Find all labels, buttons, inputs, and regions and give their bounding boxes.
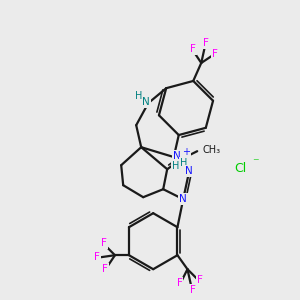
Text: ⁻: ⁻ [252, 157, 258, 169]
Text: F: F [176, 278, 182, 288]
Text: H: H [134, 91, 142, 101]
Text: F: F [102, 264, 108, 274]
Text: Cl: Cl [234, 161, 246, 175]
Text: +: + [182, 147, 190, 157]
Text: F: F [212, 49, 218, 59]
Text: F: F [203, 38, 209, 48]
Text: N: N [185, 166, 193, 176]
Text: F: F [190, 44, 196, 54]
Text: CH₃: CH₃ [202, 145, 220, 155]
Text: N: N [142, 97, 150, 107]
Text: F: F [196, 275, 202, 285]
Text: F: F [101, 238, 107, 248]
Text: N: N [179, 194, 187, 204]
Text: F: F [94, 252, 100, 262]
Text: H: H [180, 158, 188, 168]
Text: F: F [190, 285, 195, 295]
Text: N: N [173, 151, 181, 161]
Text: H: H [172, 161, 179, 171]
